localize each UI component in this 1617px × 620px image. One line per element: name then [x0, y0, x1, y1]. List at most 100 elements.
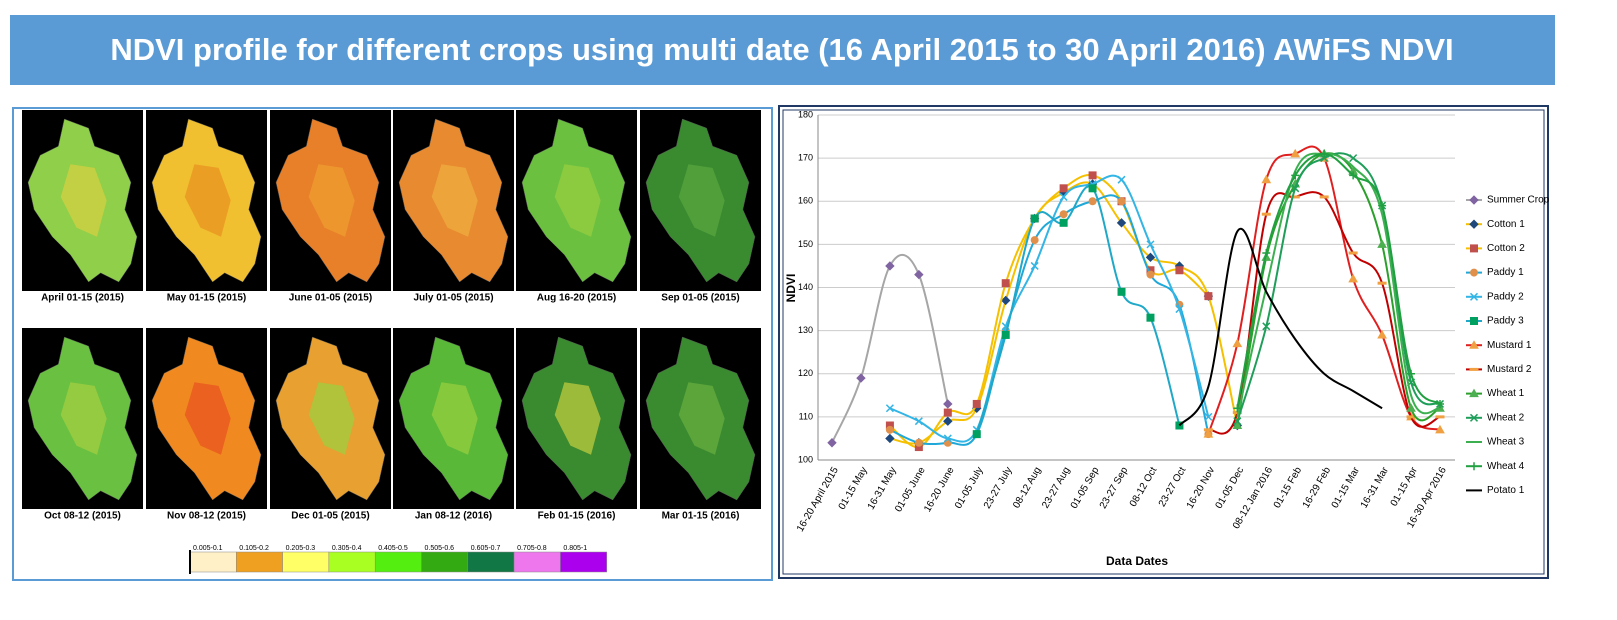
marker [1146, 240, 1155, 249]
legend-label: Mustard 1 [1487, 340, 1532, 351]
slide-title: NDVI profile for different crops using m… [110, 32, 1453, 67]
legend-label: Wheat 2 [1487, 412, 1525, 423]
marker [1291, 184, 1300, 193]
map-zone [184, 164, 231, 237]
marker [1001, 330, 1010, 339]
map-label: Jan 08-12 (2016) [415, 511, 492, 522]
marker [1262, 322, 1271, 331]
marker [885, 404, 894, 413]
legend-label: Cotton 1 [1487, 219, 1525, 230]
map-label: Nov 08-12 (2015) [167, 511, 246, 522]
marker [885, 425, 894, 434]
map-zone [308, 382, 355, 455]
x-axis-title: Data Dates [1106, 554, 1168, 568]
marker [1435, 424, 1445, 434]
marker [1319, 195, 1329, 199]
legend-marker [1469, 367, 1479, 371]
legend-label: Wheat 3 [1487, 437, 1525, 448]
legend-label: 0.605-0.7 [471, 545, 501, 552]
x-tick-label: 16-20 April 2015 [795, 465, 841, 534]
map-zone [431, 164, 478, 237]
legend-label: Wheat 1 [1487, 388, 1525, 399]
marker [1059, 218, 1068, 227]
map-label: July 01-05 (2015) [413, 293, 493, 304]
legend-label: Mustard 2 [1487, 364, 1532, 375]
maps-panel [12, 107, 773, 581]
chart-panel [778, 105, 1549, 579]
map-label: Dec 01-05 (2015) [291, 511, 369, 522]
marker [943, 434, 952, 443]
marker [1290, 148, 1301, 158]
legend-swatch [236, 551, 283, 573]
x-tick-label: 01-15 Mar [1330, 465, 1363, 511]
map-zone [431, 382, 478, 455]
marker [1407, 369, 1416, 378]
x-tick-label: 01-05 Dec [1214, 465, 1247, 510]
x-tick-label: 23-27 Sep [1098, 465, 1131, 511]
marker [1146, 270, 1155, 279]
marker [1261, 212, 1271, 216]
series-line [889, 194, 1210, 446]
map-zone [678, 164, 725, 237]
marker [1088, 197, 1097, 206]
marker [1175, 305, 1184, 314]
map-label: May 01-15 (2015) [167, 293, 247, 304]
x-tick-label: 16-29 Feb [1301, 465, 1334, 510]
legend-label: Summer Crop [1487, 195, 1550, 206]
x-tick-label: 16-20 Nov [1185, 465, 1218, 510]
marker [1030, 261, 1039, 270]
marker [1204, 412, 1213, 421]
legend-label: 0.005-0.1 [193, 545, 223, 552]
y-tick-label: 140 [798, 282, 813, 292]
marker [1059, 210, 1068, 219]
marker [1378, 201, 1387, 210]
marker [943, 399, 953, 409]
marker [1175, 266, 1184, 275]
map-label: Mar 01-15 (2016) [662, 511, 740, 522]
y-tick-label: 150 [798, 239, 813, 249]
x-tick-label: 01-05 Sep [1069, 465, 1102, 511]
legend-label: 0.205-0.3 [286, 545, 316, 552]
legend-label: 0.105-0.2 [239, 545, 269, 552]
chart-panel-inner [782, 109, 1545, 575]
marker [1203, 428, 1213, 432]
marker [914, 417, 923, 426]
y-tick-label: 110 [799, 411, 813, 421]
map-label: Feb 01-15 (2016) [538, 511, 616, 522]
marker [1261, 174, 1272, 184]
series-line [831, 254, 949, 444]
marker [1435, 415, 1445, 419]
y-axis-title: NDVI [784, 274, 798, 303]
marker [1377, 239, 1387, 248]
map-zone [184, 382, 231, 455]
marker [1290, 195, 1300, 199]
legend-swatch [467, 551, 515, 573]
x-tick-label: 08-12 Aug [1011, 465, 1043, 510]
map-label: Sep 01-05 (2015) [661, 293, 739, 304]
series-line [1236, 152, 1441, 418]
legend-label: 0.505-0.6 [425, 545, 455, 552]
legend-swatch [189, 551, 237, 573]
header-bar [10, 15, 1555, 85]
marker [1059, 192, 1068, 201]
map-zone [678, 382, 725, 455]
marker [1088, 171, 1097, 180]
legend-swatch [374, 551, 422, 573]
map-label: Oct 08-12 (2015) [44, 511, 121, 522]
legend-swatch [421, 551, 469, 573]
legend-marker [1469, 195, 1479, 205]
series-line [1236, 152, 1441, 422]
y-tick-label: 180 [798, 109, 813, 119]
marker [1320, 154, 1329, 163]
legend-label: Paddy 3 [1487, 316, 1524, 327]
legend-marker [1469, 292, 1479, 301]
marker [856, 373, 866, 383]
map-zone [554, 164, 601, 237]
x-tick-label: 23-27 Aug [1040, 465, 1072, 510]
marker [1030, 214, 1039, 223]
map-zone [308, 164, 355, 237]
marker [1320, 149, 1329, 158]
legend-marker [1470, 268, 1478, 277]
legend-label: Cotton 2 [1487, 243, 1525, 254]
marker [1088, 184, 1097, 193]
